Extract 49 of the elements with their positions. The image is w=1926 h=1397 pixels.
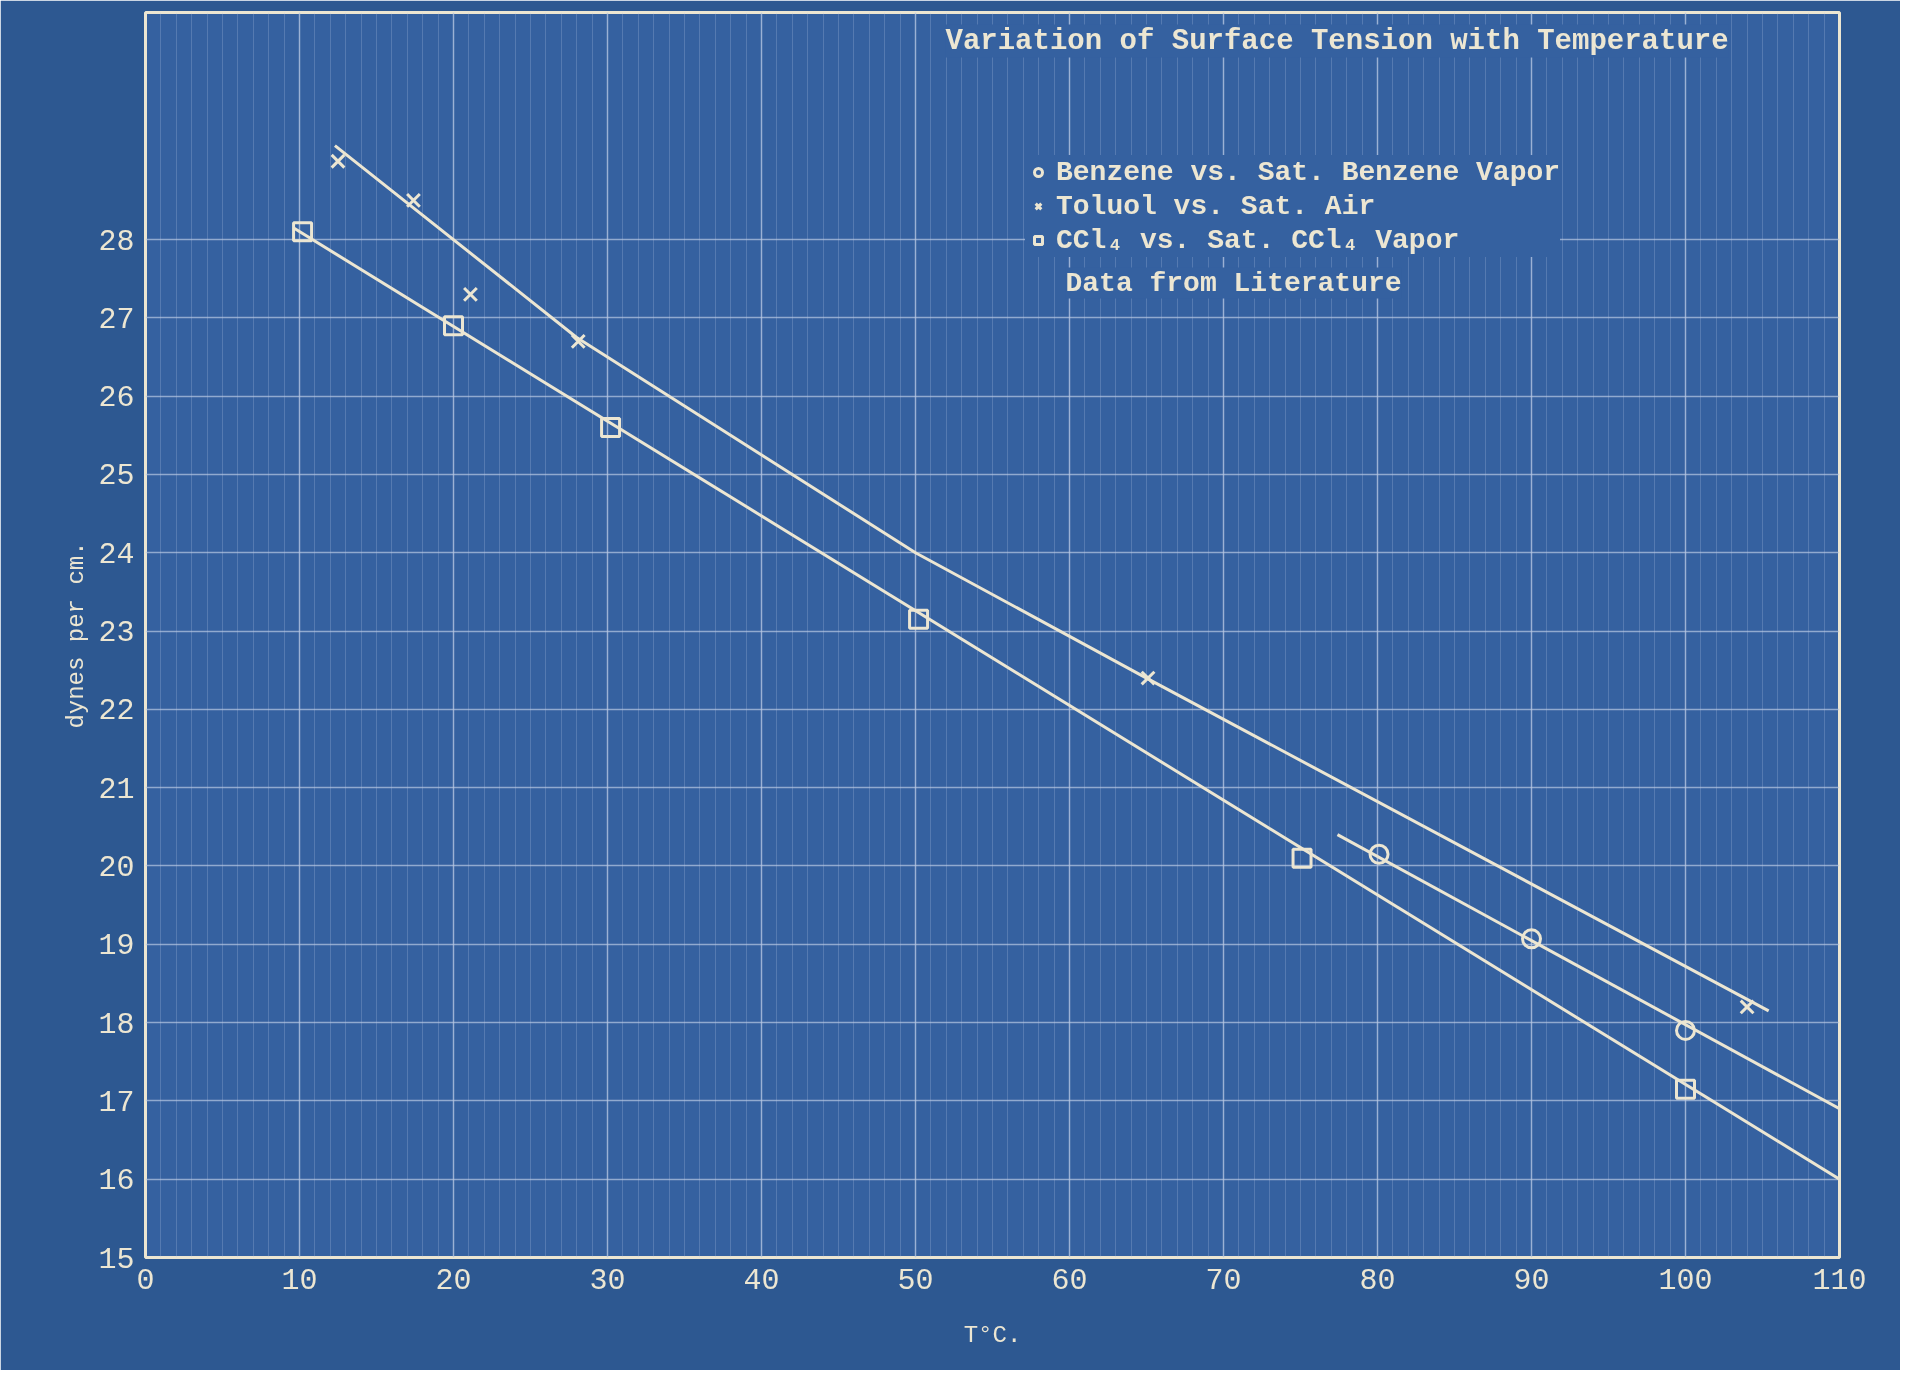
y-tick-label: 20 bbox=[98, 850, 135, 885]
y-tick-label: 18 bbox=[98, 1007, 135, 1042]
chart-title: Variation of Surface Tension with Temperature bbox=[945, 24, 1729, 58]
point bbox=[1675, 1019, 1696, 1041]
y-tick-label: 22 bbox=[98, 694, 135, 729]
point bbox=[1521, 928, 1542, 950]
y-tick-label: 23 bbox=[98, 616, 135, 651]
point bbox=[1291, 847, 1313, 869]
point bbox=[405, 192, 422, 209]
point bbox=[1739, 999, 1755, 1015]
y-tick-label: 19 bbox=[98, 929, 135, 964]
y-tick-label: 16 bbox=[98, 1164, 135, 1199]
x-tick-label: 90 bbox=[1513, 1263, 1550, 1298]
point bbox=[570, 333, 587, 350]
point bbox=[330, 153, 346, 170]
point bbox=[292, 221, 314, 243]
x-tick-label: 20 bbox=[435, 1263, 472, 1298]
x-tick-label: 50 bbox=[897, 1263, 934, 1298]
legend-label: Benzene vs. Sat. Benzene Vapor bbox=[1056, 155, 1561, 189]
y-tick-label: 27 bbox=[98, 302, 135, 337]
y-tick-label: 17 bbox=[98, 1085, 135, 1120]
x-tick-label: 110 bbox=[1812, 1263, 1867, 1298]
point bbox=[1368, 843, 1390, 865]
point bbox=[462, 286, 479, 303]
x-tick-label: 100 bbox=[1658, 1263, 1713, 1298]
x-tick-label: 80 bbox=[1359, 1263, 1396, 1298]
legend-label: CCl₄ vs. Sat. CCl₄ Vapor bbox=[1056, 223, 1460, 257]
annotation: Data from Literature bbox=[1065, 267, 1402, 299]
point bbox=[1140, 670, 1156, 686]
point bbox=[908, 608, 930, 630]
y-tick-label: 26 bbox=[98, 381, 135, 416]
y-tick-label: 28 bbox=[98, 224, 135, 259]
y-tick-label: 21 bbox=[98, 772, 135, 807]
y-tick-label: 15 bbox=[98, 1242, 135, 1277]
x-tick-label: 10 bbox=[281, 1263, 318, 1298]
y-axis-title: dynes per cm. bbox=[63, 541, 91, 729]
x-tick-label: 70 bbox=[1205, 1263, 1242, 1298]
x-axis-title: T°C. bbox=[963, 1321, 1022, 1349]
point bbox=[443, 315, 464, 337]
point bbox=[600, 417, 622, 438]
x-tick-label: 60 bbox=[1051, 1263, 1088, 1298]
line-series bbox=[333, 144, 1771, 1013]
y-tick-label: 25 bbox=[98, 459, 135, 494]
point bbox=[1675, 1078, 1696, 1100]
x-tick-label: 0 bbox=[136, 1263, 155, 1298]
x-tick-label: 40 bbox=[743, 1263, 780, 1298]
y-tick-label: 24 bbox=[98, 537, 135, 572]
x-tick-label: 30 bbox=[589, 1263, 626, 1298]
legend-label: Toluol vs. Sat. Air bbox=[1056, 189, 1376, 223]
